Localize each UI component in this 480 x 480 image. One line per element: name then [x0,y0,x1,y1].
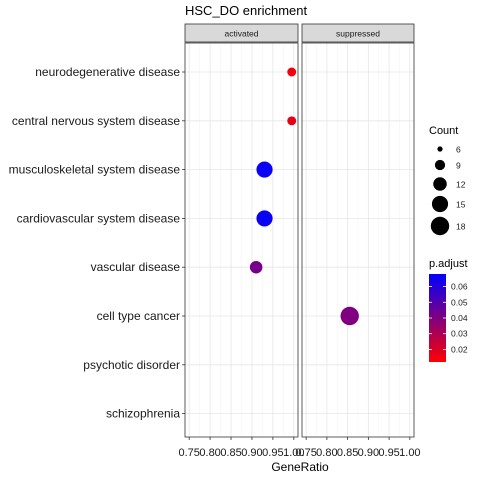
data-point [249,260,263,274]
count-legend-label: 15 [456,200,466,210]
facet-strip-activated [184,23,299,43]
x-tick-label: 0.90 [241,447,262,459]
count-legend-key [434,159,446,171]
data-point [287,116,297,126]
x-tick-label: 0.75 [295,447,316,459]
y-tick-label: psychotic disorder [83,358,180,372]
x-tick-label: 0.85 [220,447,241,459]
p-adjust-legend-title: p.adjust [429,258,468,270]
x-axis-title: GeneRatio [271,460,329,474]
count-legend-label: 9 [456,161,461,171]
data-point [340,306,359,326]
count-legend: Count 6 9 12 15 18 [429,125,466,236]
facet-label: suppressed [336,29,380,39]
data-point [256,161,273,178]
x-tick-label: 1.00 [399,447,420,459]
x-tick-label: 0.80 [316,447,337,459]
p-adjust-colorbar [429,274,446,362]
x-tick-label: 0.80 [199,447,220,459]
chart-title: HSC_DO enrichment [185,3,307,18]
x-axis-labels: 0.75 0.80 0.85 0.90 0.95 1.000.75 0.80 0.85 0.90… [178,437,421,459]
p-adjust-legend: p.adjust 0.02 0.03 0.04 0.05 0.06 [429,258,468,362]
x-tick-label: 1.00 [283,447,304,459]
colorbar-label: 0.03 [451,329,468,339]
x-tick-label: 0.95 [378,447,399,459]
colorbar-label: 0.05 [451,297,468,307]
y-tick-label: neurodegenerative disease [35,65,180,79]
x-tick-label: 0.95 [262,447,283,459]
facet-panels [184,42,415,438]
y-tick-label: central nervous system disease [12,114,180,128]
count-legend-label: 12 [456,180,466,190]
panel-suppressed [301,42,415,438]
x-tick-label: 0.90 [358,447,379,459]
y-tick-label: vascular disease [91,260,181,274]
colorbar-label: 0.06 [451,282,468,292]
y-tick-label: cell type cancer [97,309,180,323]
panel-border [184,42,299,438]
count-legend-key [430,216,450,236]
x-tick-label: 0.85 [337,447,358,459]
facet-label: activated [224,29,258,39]
count-legend-key [431,195,449,213]
count-legend-key [433,177,447,191]
colorbar-label: 0.04 [451,313,468,323]
panel-border [301,42,415,438]
data-point [256,210,273,227]
colorbar-label: 0.02 [451,344,468,354]
facet-strip-suppressed [301,23,415,43]
panel-activated [184,42,299,438]
count-legend-title: Count [429,125,458,137]
y-tick-label: cardiovascular system disease [17,211,181,225]
y-tick-label: musculoskeletal system disease [9,163,181,177]
y-tick-label: schizophrenia [106,407,180,421]
data-point [287,67,297,77]
y-axis-labels: neurodegenerative disease central nervous… [9,65,185,421]
count-legend-key [437,146,443,152]
x-tick-label: 0.75 [178,447,199,459]
count-legend-label: 6 [456,145,461,155]
facet-strips: activated suppressed [184,23,415,43]
count-legend-label: 18 [456,222,466,232]
